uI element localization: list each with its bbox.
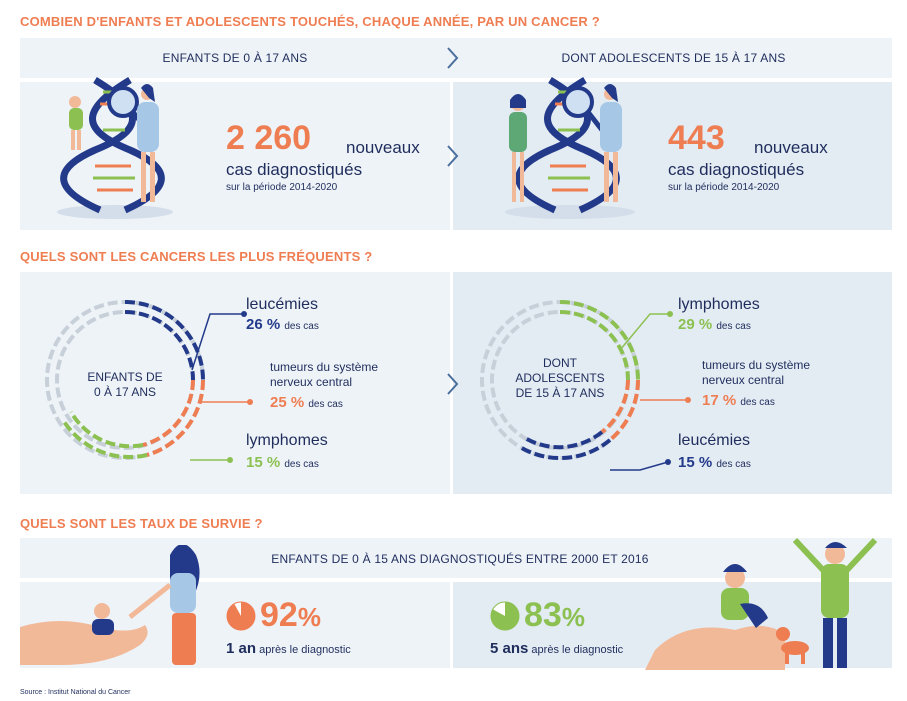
survival-left-unit: % (297, 602, 321, 632)
section2-title: QUELS SONT LES CANCERS LES PLUS FRÉQUENT… (20, 249, 373, 264)
dna-illustration-left (57, 76, 173, 219)
cat-left-2-pct-value: 25 % (270, 394, 305, 411)
section1-left-word1: nouveaux (346, 138, 420, 157)
cat-right-2-pct: 17 % des cas (702, 392, 775, 409)
survival-left-caption: 1 an après le diagnostic (226, 640, 351, 657)
cat-right-3-pct: 15 % des cas (678, 454, 751, 471)
section3-header-band (20, 538, 892, 578)
cat-left-1-unit: des cas (284, 321, 319, 332)
section2-right-panel (453, 272, 892, 494)
cat-right-1-pct: 29 % des cas (678, 316, 751, 333)
survival-right-caption: 5 ans après le diagnostic (490, 640, 623, 657)
ring-label-right-line2: ADOLESCENTS (515, 371, 605, 385)
survival-right-unit: % (561, 602, 585, 632)
section3-header: ENFANTS DE 0 À 15 ANS DIAGNOSTIQUÉS ENTR… (271, 552, 649, 566)
cat-left-3-pct-value: 15 % (246, 454, 281, 471)
hand-baby-illustration (20, 545, 200, 665)
connectors-right (610, 311, 691, 471)
survival-right-value: 83% (524, 598, 585, 632)
section1-left-word2: cas diagnostiqués (226, 160, 363, 179)
hand-icon (645, 625, 785, 670)
cat-left-3-name: lymphomes (246, 432, 328, 449)
cat-right-3-unit: des cas (716, 459, 751, 470)
section1-left-header: ENFANTS DE 0 À 17 ANS (162, 51, 308, 65)
section1-right-word2: cas diagnostiqués (668, 160, 805, 179)
cat-right-2-unit: des cas (740, 397, 775, 408)
chevron-right-icon (447, 47, 459, 69)
cat-right-1-pct-value: 29 % (678, 316, 713, 333)
cat-left-2-name-line1: tumeurs du système (270, 360, 379, 374)
section1-right-word1: nouveaux (754, 138, 828, 157)
cat-right-2-name: tumeurs du système nerveux central (702, 358, 810, 388)
pie-icon (490, 601, 520, 631)
dna-ring-left (45, 300, 206, 460)
cat-left-1-pct-value: 26 % (246, 316, 281, 333)
cat-left-1-pct: 26 % des cas (246, 316, 319, 333)
cat-left-3-pct: 15 % des cas (246, 454, 319, 471)
section2-left-panel (20, 272, 450, 494)
section1-title: COMBIEN D'ENFANTS ET ADOLESCENTS TOUCHÉS… (20, 14, 600, 29)
ring-label-right-line3: DE 15 À 17 ANS (515, 386, 605, 400)
family-illustration (645, 537, 878, 670)
cat-left-1-name: leucémies (246, 296, 319, 313)
chevron-right-icon (447, 373, 459, 395)
section1-right-header: DONT ADOLESCENTS DE 15 À 17 ANS (561, 51, 786, 65)
cat-right-3-name: leucémies (678, 432, 751, 449)
source-note: Source : Institut National du Cancer (20, 689, 131, 696)
section1-left-period: sur la période 2014-2020 (226, 182, 338, 193)
ring-label-left: ENFANTS DE 0 À 17 ANS (55, 370, 195, 400)
survival-left-suffix: après le diagnostic (259, 644, 351, 656)
survival-left-number: 92 (260, 596, 298, 634)
section1-right-number: 443 (668, 119, 725, 157)
magnifier-icon (562, 86, 604, 132)
section1-right-panel (453, 82, 892, 230)
section1-left-number: 2 260 (226, 119, 312, 157)
connectors-left (190, 311, 253, 463)
survival-right-period: 5 ans (490, 640, 529, 657)
survival-left-period: 1 an (226, 640, 257, 657)
survival-right-suffix: après le diagnostic (531, 644, 624, 656)
cat-right-3-pct-value: 15 % (678, 454, 713, 471)
ring-label-right: DONT ADOLESCENTS DE 15 À 17 ANS (490, 356, 630, 401)
section3-title: QUELS SONT LES TAUX DE SURVIE ? (20, 516, 263, 531)
cat-right-1-unit: des cas (716, 321, 751, 332)
section1-right-period: sur la période 2014-2020 (668, 182, 780, 193)
chevron-right-icon (447, 145, 459, 167)
cat-left-2-unit: des cas (308, 399, 343, 410)
cat-right-2-pct-value: 17 % (702, 392, 737, 409)
dog-icon (776, 627, 809, 664)
dna-ring-right (480, 300, 641, 461)
hand-icon (20, 621, 148, 665)
ring-label-right-line1: DONT (543, 356, 577, 370)
cat-right-2-name-line2: nerveux central (702, 373, 785, 387)
cat-right-1-name: lymphomes (678, 296, 760, 313)
dna-illustration-right (505, 76, 635, 219)
cat-left-2-name-line2: nerveux central (270, 375, 353, 389)
survival-right-number: 83 (524, 596, 562, 634)
cat-right-2-name-line1: tumeurs du système (702, 358, 811, 372)
ring-label-left-line1: ENFANTS DE (87, 370, 163, 384)
cat-left-3-unit: des cas (284, 459, 319, 470)
pie-icon (226, 601, 256, 631)
cat-left-2-name: tumeurs du système nerveux central (270, 360, 378, 390)
cat-left-2-pct: 25 % des cas (270, 394, 343, 411)
survival-left-value: 92% (260, 598, 321, 632)
ring-label-left-line2: 0 À 17 ANS (93, 385, 157, 399)
